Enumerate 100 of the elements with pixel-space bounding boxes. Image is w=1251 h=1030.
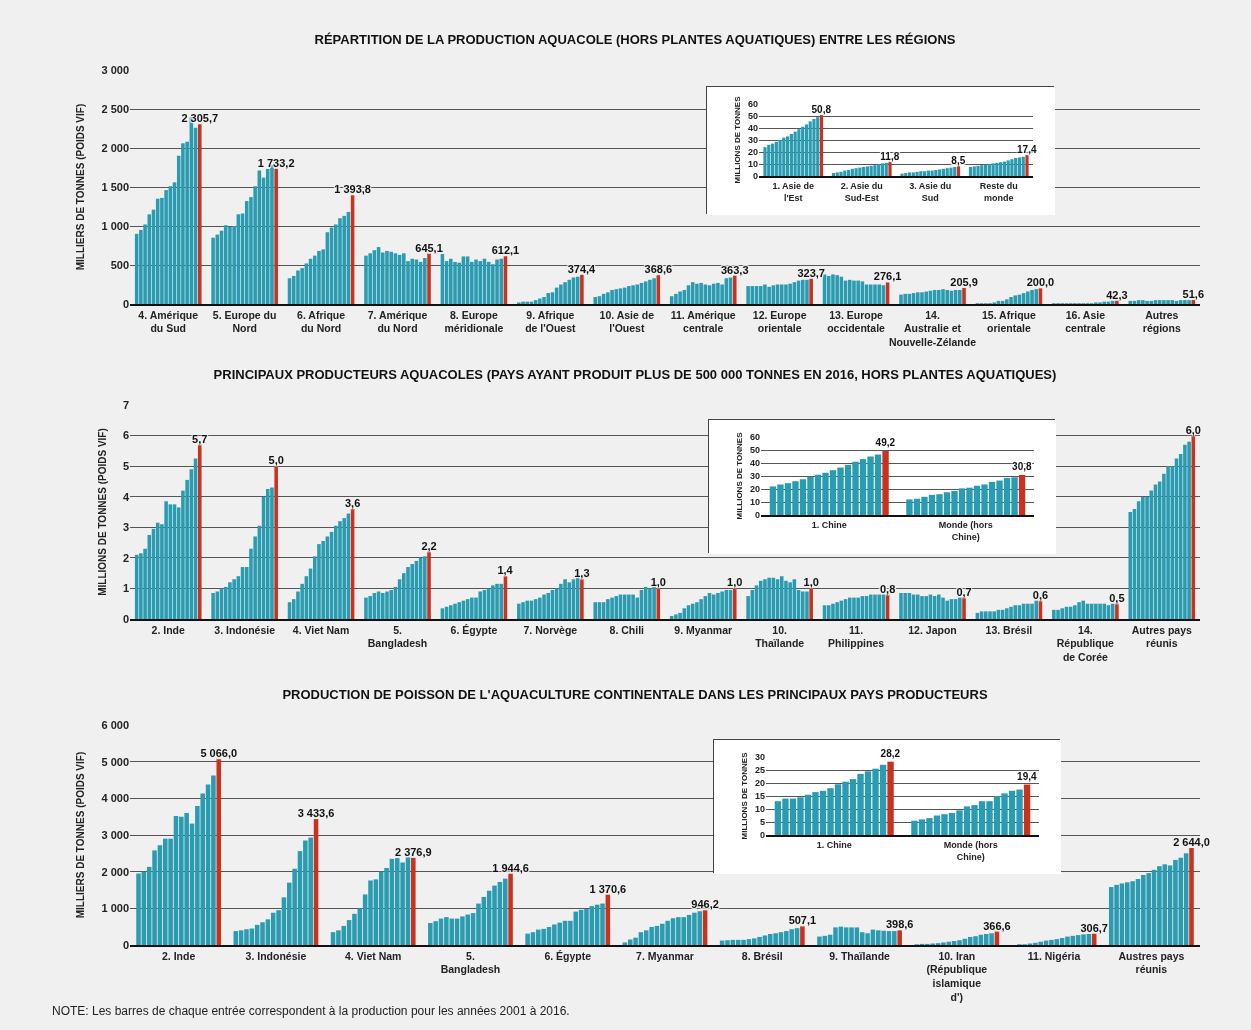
x-tick-label: 8. Europe méridionale [444,308,504,335]
bar [457,602,461,619]
bar [826,605,831,619]
bar [763,284,767,304]
bar [580,579,584,619]
bar [1149,300,1154,304]
bar [274,466,278,619]
bar [774,141,778,176]
bar [835,172,839,176]
x-tick-label: 7. Norvège [523,623,578,636]
x-tick-label: 10. Thaïlande [755,623,805,650]
y-tick-label: 20 [754,778,765,789]
bar [223,586,228,619]
bar [758,286,763,304]
bar [525,600,530,619]
bar [897,930,902,945]
data-label: 11,8 [880,150,900,162]
bar [627,286,631,304]
bar [835,275,839,304]
y-tick-label: 30 [747,135,758,146]
x-tick-label: 5. Bangladesh [440,949,501,976]
y-tick-label: 3 000 [101,63,129,76]
bar [542,296,546,304]
bar [631,594,635,619]
data-label: 5,0 [268,454,284,467]
bar [1030,289,1034,304]
bar [453,261,457,304]
bar [1023,784,1031,835]
data-label: 1,4 [497,564,514,577]
bar [216,759,222,945]
bar [801,126,805,176]
data-label: 28,2 [880,747,901,759]
bar [847,279,852,304]
bar [991,163,995,176]
bar [228,582,232,619]
bar [499,258,504,304]
bar [338,218,342,304]
bar [873,165,877,176]
bar [941,597,945,619]
y-tick-label: 60 [747,99,758,110]
bar [652,278,656,304]
bar [1183,300,1187,304]
bar [903,293,907,304]
bar [983,164,988,176]
y-axis-title: MILLIONS DE TONNES [732,95,742,184]
y-tick-label: 5 [122,459,129,472]
bar [1128,512,1133,619]
x-tick-label: 5. Europe du Nord [212,308,277,335]
bar [1009,296,1013,304]
y-tick-label: 3 000 [101,828,129,841]
bar [211,237,215,304]
y-tick-label: 500 [110,258,129,271]
y-tick-label: 0 [752,171,758,182]
bar [809,278,813,304]
bar [678,291,682,304]
bar [406,567,410,619]
x-tick-label: 6. Égypte [450,623,498,636]
bar [449,605,453,619]
bar [865,166,869,176]
bar [847,597,852,619]
bar [385,250,389,304]
bar [1021,156,1025,176]
data-label: 323,7 [797,266,825,279]
data-label: 5 066,0 [200,747,238,760]
x-tick-label: 15. Afrique orientale [981,308,1037,335]
data-label: 946,2 [691,898,719,911]
y-tick-label: 10 [754,804,765,815]
bar [826,275,831,304]
y-axis-title: MILLIERS DE TONNES (POIDS VIF) [75,751,87,919]
bar [808,121,812,176]
bar [423,257,427,304]
bar [139,553,143,619]
bar [831,274,835,304]
bar [674,614,678,619]
y-tick-label: 4 000 [101,792,129,805]
bar [888,161,892,176]
y-tick-label: 5 [759,817,765,828]
bar [958,289,962,304]
bar [546,293,551,304]
x-tick-label: 14. Australie et Nouvelle-Zélande [889,308,977,348]
y-tick-label: 30 [754,752,765,763]
bar [992,611,996,619]
bar [856,280,860,304]
data-label: 276,1 [873,270,902,283]
bar [767,286,771,304]
bar [941,168,946,176]
bar [716,282,720,304]
bar [1162,300,1166,304]
data-label: 0,5 [1109,591,1125,604]
bar [1187,300,1191,304]
bar [364,597,368,619]
bar [716,593,720,619]
bar [1006,160,1010,176]
bar [786,136,790,176]
bar [903,593,907,619]
bar [1052,609,1056,619]
y-tick-label: 0 [122,612,129,625]
bar [627,594,631,619]
bar [839,171,843,176]
bar [962,597,966,619]
